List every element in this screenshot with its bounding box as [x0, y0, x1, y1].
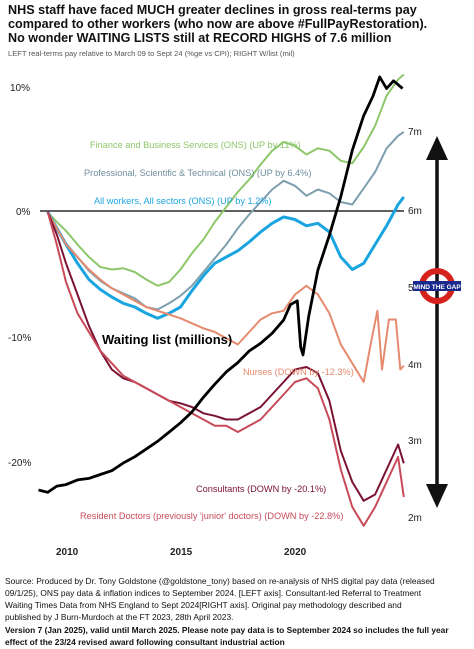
left-tick-minus-20: -20% [8, 458, 31, 469]
source-line-1: Source: Produced by Dr. Tony Goldstone (… [5, 576, 435, 586]
series-line-3 [46, 211, 405, 383]
right-tick-4m: 4m [408, 360, 422, 371]
series-line-6 [38, 75, 404, 494]
label-resident-doctors: Resident Doctors (previously 'junior' do… [80, 511, 343, 521]
roundel-text: MIND THE GAP [413, 284, 461, 291]
chart-title-line-3: No wonder WAITING LISTS still at RECORD … [8, 31, 391, 45]
source-line-4: published by J Burn-Murdoch at the FT 20… [5, 612, 233, 622]
left-tick-minus-10: -10% [8, 333, 31, 344]
mind-the-gap-roundel: MIND THE GAP [413, 268, 461, 304]
source-line-2: 09/1/25), ONS pay data & inflation indic… [5, 588, 422, 598]
version-line-1: Version 7 (Jan 2025), valid until March … [5, 625, 449, 635]
x-tick-2020: 2020 [284, 547, 307, 558]
chart-title-line-2: compared to other workers (who now are a… [8, 17, 427, 31]
series-line-0 [46, 73, 405, 287]
gap-arrow-head-top [426, 136, 448, 160]
source-line-3: Waiting Times Data from NHS England to S… [5, 600, 402, 610]
right-tick-7m: 7m [408, 127, 422, 138]
label-finance: Finance and Business Services (ONS) (UP … [90, 140, 301, 150]
label-nurses: Nurses (DOWN by -12.3%) [243, 367, 354, 377]
series-line-2 [46, 196, 405, 320]
chart-title-line-1: NHS staff have faced MUCH greater declin… [8, 3, 417, 17]
label-all-workers: All workers, All sectors (ONS) (UP by 1.… [94, 196, 272, 206]
series-line-4 [46, 211, 405, 502]
left-tick-10: 10% [10, 83, 30, 94]
label-waiting-list: Waiting list (millions) [102, 332, 232, 347]
chart-subtitle: LEFT real-terms pay relative to March 09… [8, 49, 295, 58]
gap-arrow-head-bottom [426, 484, 448, 508]
gap-arrow [426, 136, 448, 508]
x-tick-2015: 2015 [170, 547, 193, 558]
right-tick-3m: 3m [408, 436, 422, 447]
series-layer [38, 73, 405, 527]
label-professional: Professional, Scientific & Technical (ON… [84, 168, 311, 178]
series-line-5 [46, 211, 405, 527]
right-tick-6m: 6m [408, 206, 422, 217]
version-line-2: effect of the 23/24 revised award follow… [5, 637, 285, 647]
label-consultants: Consultants (DOWN by -20.1%) [196, 484, 326, 494]
x-tick-2010: 2010 [56, 547, 79, 558]
left-tick-0: 0% [16, 207, 31, 218]
right-tick-2m: 2m [408, 513, 422, 524]
